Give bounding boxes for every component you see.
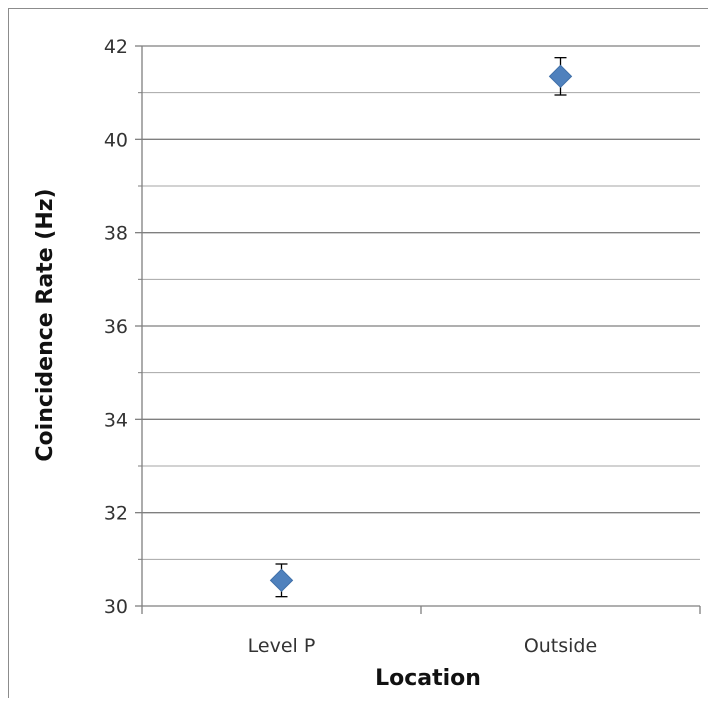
y-tick-label: 42 <box>104 36 128 58</box>
y-tick-label: 34 <box>104 409 128 431</box>
y-tick-label: 40 <box>104 129 128 151</box>
y-tick-label: 38 <box>104 223 128 245</box>
x-category-label: Outside <box>524 635 597 657</box>
chart-frame <box>8 8 708 698</box>
gridlines <box>142 45 700 560</box>
data-point-diamond <box>548 64 573 89</box>
y-axis-title: Coincidence Rate (Hz) <box>33 188 58 461</box>
y-tick-label: 30 <box>104 596 128 618</box>
y-tick-label: 32 <box>104 503 128 525</box>
y-tick-labels: 30 32 34 36 38 40 42 <box>104 36 128 618</box>
data-point-diamond <box>269 568 294 593</box>
y-tick-label: 36 <box>104 316 128 338</box>
x-category-labels: Level P Outside <box>248 635 598 657</box>
x-category-label: Level P <box>248 635 316 657</box>
axes <box>135 45 701 614</box>
data-points <box>269 57 573 598</box>
x-axis-title: Location <box>375 666 481 691</box>
